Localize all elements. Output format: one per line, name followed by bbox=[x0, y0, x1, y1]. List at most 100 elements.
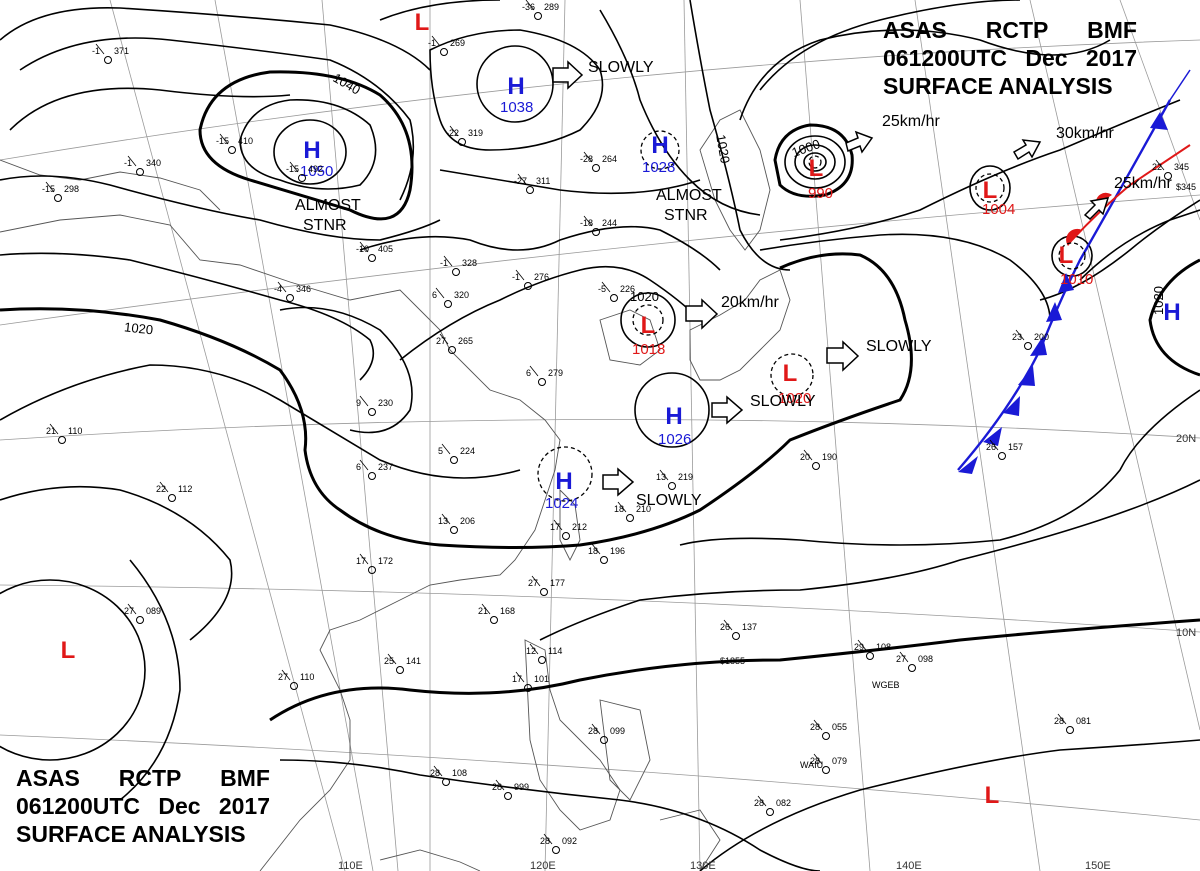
movement-label: ALMOST bbox=[295, 197, 361, 214]
station-temp: -27 bbox=[514, 176, 527, 186]
station-circle bbox=[1164, 172, 1172, 180]
high-center-mark: H bbox=[303, 137, 320, 164]
station-pressure: 089 bbox=[146, 606, 161, 616]
station-pressure: 264 bbox=[602, 154, 617, 164]
station-id: RCTP bbox=[985, 17, 1049, 43]
wind-barb bbox=[289, 161, 299, 173]
movement-label: 20km/hr bbox=[721, 294, 779, 311]
station-temp: -18 bbox=[580, 218, 593, 228]
wind-barb bbox=[543, 833, 553, 845]
isobar bbox=[969, 165, 1011, 211]
valid-time: 061200UTC bbox=[883, 45, 1008, 71]
station-circle bbox=[600, 736, 608, 744]
station-circle bbox=[444, 300, 452, 308]
station-circle bbox=[668, 482, 676, 490]
station-circle bbox=[396, 666, 404, 674]
isobar bbox=[279, 306, 413, 434]
wind-barb bbox=[441, 443, 451, 455]
wind-barb bbox=[531, 575, 541, 587]
station-temp: 6 bbox=[432, 290, 437, 300]
station-pressure: 346 bbox=[296, 284, 311, 294]
wind-barb bbox=[95, 43, 105, 55]
high-center-mark: H bbox=[555, 468, 572, 495]
station-pressure: 196 bbox=[610, 546, 625, 556]
station-circle bbox=[866, 652, 874, 660]
center-pressure-value: 1026 bbox=[658, 431, 691, 448]
station-circle bbox=[228, 146, 236, 154]
station-temp: 6 bbox=[356, 462, 361, 472]
station-circle bbox=[534, 12, 542, 20]
station-circle bbox=[286, 294, 294, 302]
station-pressure: 190 bbox=[822, 452, 837, 462]
isobar bbox=[739, 29, 1111, 121]
station-temp: 21 bbox=[46, 426, 56, 436]
year: 2017 bbox=[1085, 45, 1137, 71]
station-temp: -15 bbox=[216, 136, 229, 146]
station-circle bbox=[448, 346, 456, 354]
station-circle bbox=[626, 514, 634, 522]
station-circle bbox=[552, 846, 560, 854]
station-pressure: 108 bbox=[876, 642, 891, 652]
station-pressure: 345 bbox=[1174, 162, 1189, 172]
station-circle bbox=[592, 164, 600, 172]
isobar bbox=[0, 6, 431, 71]
station-temp: 28 bbox=[1054, 716, 1064, 726]
ship-id: WGEB bbox=[872, 680, 900, 690]
low-center-mark: L bbox=[1059, 242, 1074, 269]
station-pressure: 244 bbox=[602, 218, 617, 228]
wind-barb bbox=[1155, 159, 1165, 171]
station-temp: 26 bbox=[986, 442, 996, 452]
station-circle bbox=[368, 566, 376, 574]
station-circle bbox=[732, 632, 740, 640]
isobar bbox=[539, 479, 1200, 641]
movement-label: ALMOST bbox=[656, 187, 722, 204]
station-pressure: 137 bbox=[742, 622, 757, 632]
isobar bbox=[620, 292, 676, 348]
station-temp: 29 bbox=[854, 642, 864, 652]
station-temp: 27 bbox=[278, 672, 288, 682]
wind-barb bbox=[127, 155, 137, 167]
movement-label: STNR bbox=[303, 217, 347, 234]
wind-barb bbox=[359, 553, 369, 565]
station-pressure: 265 bbox=[458, 336, 473, 346]
center-pressure-value: 1020 bbox=[778, 390, 811, 407]
isobar bbox=[634, 372, 710, 448]
center-pressure-value: 990 bbox=[808, 185, 833, 202]
station-temp: 28 bbox=[810, 722, 820, 732]
station-circle bbox=[538, 378, 546, 386]
station-circle bbox=[442, 778, 450, 786]
wind-barb bbox=[659, 469, 669, 481]
ship-ids: WGEB WAIU $1855 $345 bbox=[720, 182, 1196, 770]
wind-barb bbox=[281, 669, 291, 681]
station-pressure: 141 bbox=[406, 656, 421, 666]
isobar bbox=[239, 99, 377, 190]
station-temp: -22 bbox=[446, 128, 459, 138]
movement-label: STNR bbox=[664, 207, 708, 224]
lon-label-140e: 140E bbox=[896, 860, 922, 871]
station-temp: -36 bbox=[522, 2, 535, 12]
station-temp: -1 bbox=[440, 258, 448, 268]
station-pressure: 212 bbox=[572, 522, 587, 532]
wind-barb bbox=[525, 0, 535, 11]
station-temp: 27 bbox=[528, 578, 538, 588]
station-circle bbox=[450, 456, 458, 464]
wind-barb bbox=[989, 439, 999, 451]
isobar bbox=[359, 225, 721, 271]
station-circle bbox=[526, 186, 534, 194]
station-circle bbox=[766, 808, 774, 816]
station-temp: 27 bbox=[896, 654, 906, 664]
station-pressure: 219 bbox=[678, 472, 693, 482]
station-temp: -1 bbox=[512, 272, 520, 282]
station-pressure: 237 bbox=[378, 462, 393, 472]
station-temp: 28 bbox=[492, 782, 502, 792]
high-center-mark: H bbox=[507, 73, 524, 100]
station-pressure: 276 bbox=[534, 272, 549, 282]
station-circle bbox=[610, 294, 618, 302]
station-temp: 18 bbox=[588, 546, 598, 556]
station-temp: 23 bbox=[1012, 332, 1022, 342]
wind-barb bbox=[1057, 713, 1067, 725]
station-temp: 6 bbox=[526, 368, 531, 378]
station-temp: 28 bbox=[588, 726, 598, 736]
lat-label-20n: 20N bbox=[1176, 433, 1196, 445]
